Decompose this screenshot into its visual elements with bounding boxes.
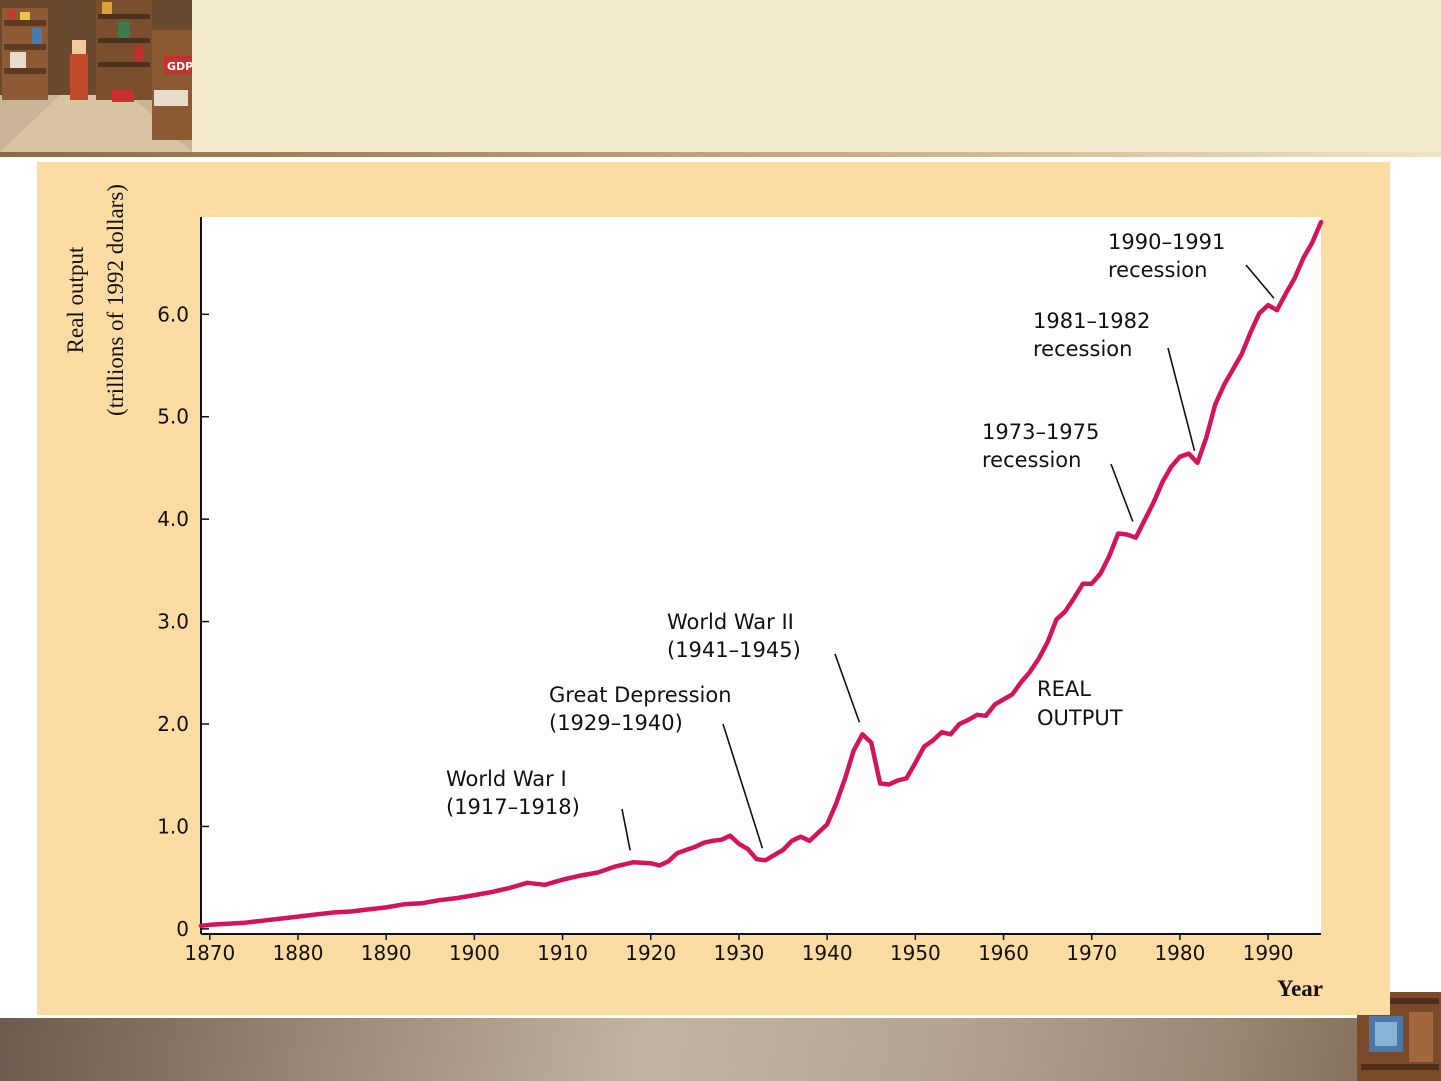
x-tick-label: 1980 [1154, 941, 1205, 965]
corner-illustration [1357, 992, 1441, 1081]
annotation-text-line: (1929–1940) [549, 711, 683, 735]
x-tick-label: 1960 [978, 941, 1029, 965]
annotation-leader-line [1110, 463, 1134, 522]
x-tick-label: 1920 [625, 941, 676, 965]
series-label-line: REAL [1037, 677, 1091, 701]
real-output-chart: 1870 1880 1890 1900 1910 1920 1930 1940 1950 1960… [63, 184, 1324, 1001]
annotation-text-line: recession [982, 448, 1081, 472]
x-tick-label: 1930 [713, 941, 764, 965]
annotation: Great Depression (1929–1940) [549, 683, 764, 849]
series-line-real-output [198, 219, 1324, 929]
annotation-text-line: recession [1033, 337, 1132, 361]
x-tick-label: 1950 [890, 941, 941, 965]
annotation-text: World War I (1917–1918) [446, 767, 580, 819]
annotation-leader-line [1245, 264, 1275, 299]
annotation-text: 1973–1975 recession [982, 420, 1099, 472]
header-divider [0, 152, 1441, 157]
annotation-text-line: 1973–1975 [982, 420, 1099, 444]
annotation-text-line: 1990–1991 [1108, 230, 1225, 254]
gdp-sign-text: GDP [167, 60, 192, 73]
x-ticks: 1870 1880 1890 1900 1910 1920 1930 1940 1950 1960… [184, 934, 1294, 965]
series-label-line: OUTPUT [1037, 706, 1123, 730]
x-tick-label: 1940 [802, 941, 853, 965]
annotation: 1981–1982 recession [1033, 309, 1196, 452]
header-band [0, 0, 1441, 152]
annotation-leader-line [834, 653, 861, 723]
shelf-corner-icon [1357, 992, 1441, 1081]
annotations: World War I (1917–1918) Great Depression (1… [446, 230, 1275, 851]
x-tick-label: 1900 [449, 941, 500, 965]
annotation-leader-line [1167, 347, 1196, 452]
annotation-text-line: Great Depression [549, 683, 732, 707]
store-shelves-painting-icon: GDP [0, 0, 192, 152]
y-tick-label: 2.0 [157, 712, 189, 736]
annotation-text: 1981–1982 recession [1033, 309, 1150, 361]
annotation-text-line: recession [1108, 258, 1207, 282]
annotation-text-line: (1941–1945) [667, 638, 801, 662]
x-tick-label: 1890 [361, 941, 412, 965]
annotation-text: World War II (1941–1945) [667, 610, 801, 662]
axes [200, 217, 1321, 935]
y-tick-label: 5.0 [157, 405, 189, 429]
annotation-text-line: (1917–1918) [446, 795, 580, 819]
y-tick-label: 0 [176, 917, 189, 941]
x-tick-label: 1910 [537, 941, 588, 965]
annotation: 1990–1991 recession [1108, 230, 1275, 299]
x-tick-label: 1990 [1243, 941, 1294, 965]
annotation: World War I (1917–1918) [446, 767, 631, 851]
y-ticks: 0 1.0 2.0 3.0 4.0 5.0 6.0 [157, 302, 209, 941]
annotation: 1973–1975 recession [982, 420, 1134, 522]
annotation-text-line: 1981–1982 [1033, 309, 1150, 333]
annotation-text: 1990–1991 recession [1108, 230, 1225, 282]
x-axis-label: Year [1277, 976, 1323, 1001]
annotation-text: Great Depression (1929–1940) [549, 683, 732, 735]
y-axis-label-line2: (trillions of 1992 dollars) [103, 184, 128, 416]
figure-panel: 1870 1880 1890 1900 1910 1920 1930 1940 1950 1960… [37, 162, 1390, 1015]
annotation: World War II (1941–1945) [667, 610, 861, 723]
x-tick-label: 1870 [184, 941, 235, 965]
y-axis-label-line1: Real output [63, 246, 88, 353]
y-tick-label: 3.0 [157, 610, 189, 634]
series-label-real-output: REAL OUTPUT [1037, 677, 1123, 730]
x-tick-label: 1970 [1066, 941, 1117, 965]
footer-band [0, 1018, 1441, 1081]
annotation-leader-line [621, 808, 631, 851]
y-tick-label: 6.0 [157, 302, 189, 326]
header-illustration: GDP [0, 0, 192, 152]
annotation-text-line: World War I [446, 767, 567, 791]
annotation-text-line: World War II [667, 610, 794, 634]
y-tick-label: 1.0 [157, 814, 189, 838]
annotation-leader-line [722, 723, 764, 849]
plot-area [201, 217, 1321, 934]
x-tick-label: 1880 [273, 941, 324, 965]
y-tick-label: 4.0 [157, 507, 189, 531]
